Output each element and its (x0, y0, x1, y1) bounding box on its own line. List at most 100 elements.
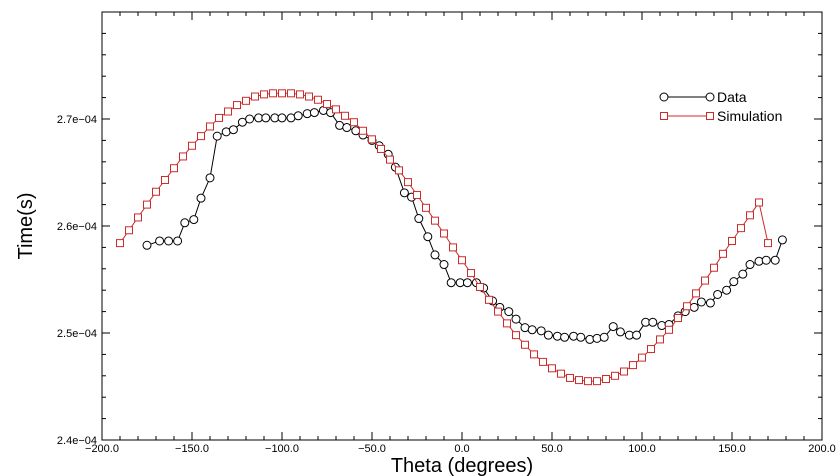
simulation-point (314, 95, 322, 104)
data-point (552, 331, 562, 341)
simulation-point (557, 369, 565, 378)
plot-area-border (101, 11, 823, 441)
data-point (569, 331, 579, 341)
simulation-point (377, 144, 385, 153)
simulation-point (719, 249, 727, 258)
data-point (430, 250, 440, 260)
simulation-point (629, 361, 637, 370)
simulation-point (242, 96, 250, 105)
simulation-point (746, 211, 754, 220)
legend-data-marker (705, 92, 715, 102)
simulation-point (278, 89, 286, 98)
data-point (164, 236, 174, 246)
x-tick-label: 200.0 (808, 443, 836, 455)
data-point (261, 113, 271, 123)
data-point (446, 278, 456, 288)
simulation-point (413, 190, 421, 199)
y-tick-label: 2.5e−04 (57, 328, 97, 340)
simulation-point (476, 282, 484, 291)
simulation-point (674, 314, 682, 323)
data-point (439, 260, 449, 270)
simulation-point (728, 236, 736, 245)
legend: Data Simulation (659, 89, 782, 124)
legend-simulation-marker (660, 112, 668, 120)
data-point (302, 109, 312, 119)
data-point (560, 332, 570, 342)
data-point (511, 314, 521, 324)
simulation-point (440, 229, 448, 238)
plot-frame (101, 11, 823, 441)
data-point (615, 327, 625, 337)
legend-simulation-label: Simulation (717, 108, 782, 124)
data-point (414, 214, 424, 224)
data-point (632, 330, 642, 340)
simulation-point (620, 367, 628, 376)
data-point (648, 317, 658, 327)
x-tick-label: −50.0 (358, 443, 386, 455)
simulation-point (188, 141, 196, 150)
simulation-point (593, 377, 601, 386)
y-axis-title: Time(s) (15, 192, 37, 259)
simulation-point (710, 263, 718, 272)
data-point (729, 277, 739, 287)
data-point (527, 325, 537, 335)
x-axis-ticks: −200.0 −150.0 −100.0 −50.0 0.0 50.0 100.0 150.0… (85, 12, 836, 455)
data-point (189, 215, 199, 225)
simulation-point (332, 105, 340, 114)
simulation-point (467, 269, 475, 278)
simulation-point (647, 345, 655, 354)
data-point (777, 235, 787, 245)
simulation-point (269, 89, 277, 98)
data-point (745, 260, 755, 270)
legend-simulation-marker (706, 112, 714, 120)
simulation-point (494, 307, 502, 316)
data-point (228, 125, 238, 135)
data-point (770, 255, 780, 265)
simulation-point (485, 295, 493, 304)
series-data (142, 105, 787, 344)
simulation-point (197, 132, 205, 141)
simulation-point (566, 373, 574, 382)
x-tick-label: 150.0 (718, 443, 746, 455)
simulation-point (638, 353, 646, 362)
simulation-point (350, 118, 358, 127)
simulation-point (692, 289, 700, 298)
x-tick-label: 50.0 (541, 443, 562, 455)
simulation-point (215, 113, 223, 122)
simulation-point (422, 203, 430, 212)
simulation-point (152, 187, 160, 196)
simulation-point (737, 224, 745, 233)
simulation-point (530, 350, 538, 359)
legend-data-marker (659, 92, 669, 102)
simulation-point (305, 92, 313, 101)
data-point (277, 113, 287, 123)
data-point (713, 289, 723, 299)
data-point (423, 232, 433, 242)
simulation-point (116, 239, 124, 248)
simulation-point (134, 213, 142, 222)
simulation-point (449, 243, 457, 252)
simulation-point (548, 364, 556, 373)
data-point (592, 333, 602, 343)
simulation-point (359, 126, 367, 135)
data-point (705, 298, 715, 308)
x-tick-label: −200.0 (85, 443, 119, 455)
simulation-point (341, 111, 349, 120)
simulation-point (458, 256, 466, 265)
series-layer (116, 89, 787, 386)
data-point (237, 117, 247, 127)
simulation-point (170, 164, 178, 173)
simulation-point (665, 325, 673, 334)
data-point (342, 123, 352, 133)
data-point (543, 330, 553, 340)
data-point (462, 278, 472, 288)
data-point (761, 255, 771, 265)
data-point (585, 334, 595, 344)
data-point (696, 297, 706, 307)
x-axis-title: Theta (degrees) (391, 455, 533, 476)
y-tick-label: 2.6e−04 (57, 221, 97, 233)
simulation-point (602, 375, 610, 384)
data-point (722, 285, 732, 295)
data-point (576, 332, 586, 342)
